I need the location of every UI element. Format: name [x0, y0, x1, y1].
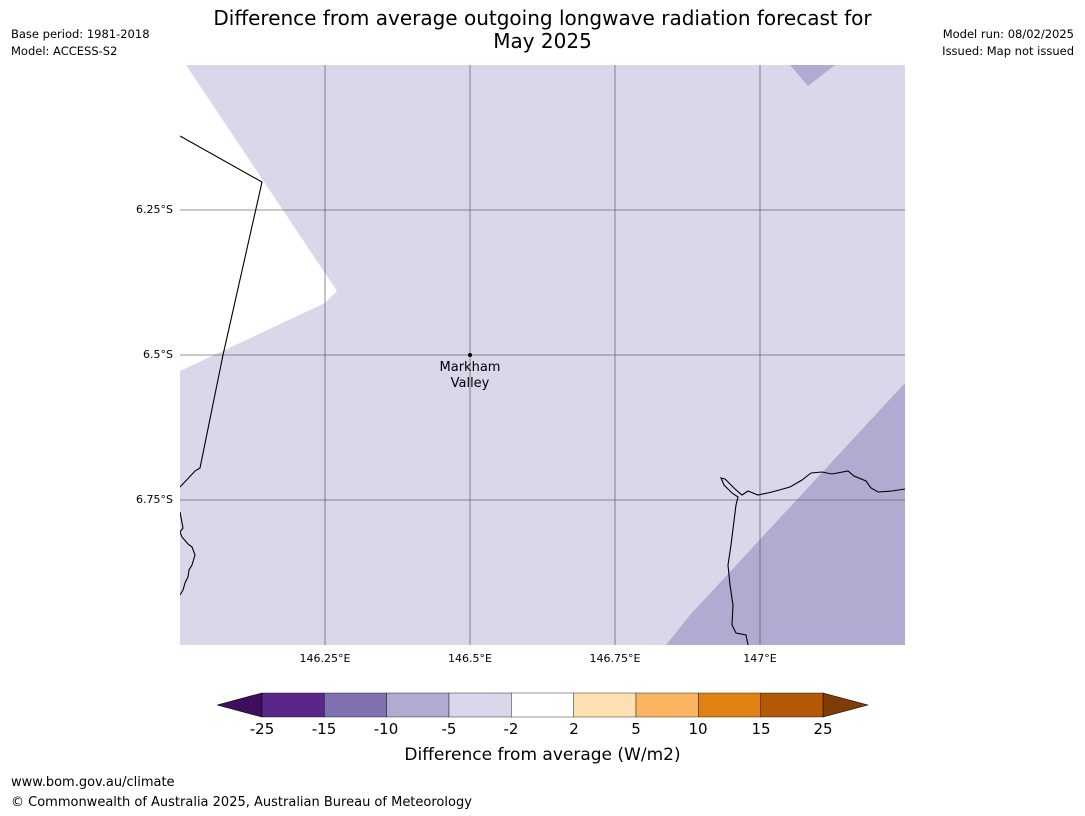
map-title-line-1: Difference from average outgoing longwav… [213, 6, 872, 30]
map-canvas [180, 65, 905, 645]
colorbar-tick-10: 10 [688, 720, 708, 738]
place-label-line-2: Valley [450, 376, 490, 391]
lat-label-6-75s: 6.75°S [136, 493, 173, 506]
model-text: Model: ACCESS-S2 [11, 44, 118, 58]
coastline-east [720, 470, 905, 645]
colorbar-over-arrow [822, 692, 869, 718]
border-line [180, 135, 263, 488]
colorbar-bin-2-to-5 [573, 692, 637, 718]
model-run-text: Model run: 08/02/2025 [942, 27, 1074, 41]
colorbar-bin-minus5-to-minus2 [448, 692, 512, 718]
issued-text: Issued: Map not issued [942, 44, 1074, 58]
anomaly-region-minus10-to-minus5-northeast [790, 65, 835, 86]
footer-copyright: © Commonwealth of Australia 2025, Austra… [11, 795, 472, 810]
colorbar-bin-minus15-to-minus10 [324, 692, 387, 718]
lon-label-146-5e: 146.5°E [448, 652, 492, 665]
colorbar-tick-5: 5 [631, 720, 641, 738]
colorbar-bin-minus2-to-2 [511, 692, 574, 718]
colorbar-title: Difference from average (W/m2) [404, 745, 681, 765]
place-label-line-1: Markham [439, 360, 501, 375]
coastline-west [180, 511, 196, 596]
lat-label-6-25s: 6.25°S [136, 203, 173, 216]
colorbar-tick-minus2: -2 [503, 720, 519, 738]
colorbar-tick-minus10: -10 [373, 720, 399, 738]
boundaries [180, 135, 905, 645]
colorbar-bin-15-to-25 [760, 692, 824, 718]
place-label-markham-valley: Markham Valley [440, 360, 501, 392]
forecast-map [180, 65, 905, 645]
metadata-left: Base period: 1981-2018 Model: ACCESS-S2 [11, 26, 150, 60]
place-marker [468, 353, 472, 357]
base-period-text: Base period: 1981-2018 [11, 27, 150, 41]
colorbar-tick-15: 15 [751, 720, 771, 738]
lon-label-146-75e: 146.75°E [589, 652, 641, 665]
colorbar [217, 692, 869, 718]
colorbar-tick-minus15: -15 [311, 720, 337, 738]
map-title-line-2: May 2025 [493, 29, 592, 53]
colorbar-tick-minus25: -25 [249, 720, 275, 738]
anomaly-region-minus10-to-minus5-southeast [666, 383, 905, 645]
lon-label-147e: 147°E [743, 652, 777, 665]
map-title: Difference from average outgoing longwav… [170, 7, 915, 53]
metadata-right: Model run: 08/02/2025 Issued: Map not is… [942, 26, 1074, 60]
lat-label-6-5s: 6.5°S [143, 348, 173, 361]
markham-valley-dot [468, 353, 472, 357]
colorbar-bins [261, 692, 824, 718]
colorbar-tick-minus5: -5 [441, 720, 457, 738]
footer-url[interactable]: www.bom.gov.au/climate [11, 775, 175, 790]
colorbar-bin-10-to-15 [698, 692, 761, 718]
colorbar-tick-2: 2 [569, 720, 579, 738]
colorbar-bin-minus10-to-minus5 [386, 692, 450, 718]
colorbar-bin-5-to-10 [635, 692, 699, 718]
colorbar-tick-25: 25 [813, 720, 833, 738]
colorbar-bin-minus25-to-minus15 [261, 692, 325, 718]
colorbar-under-arrow [217, 692, 263, 718]
lon-label-146-25e: 146.25°E [299, 652, 351, 665]
